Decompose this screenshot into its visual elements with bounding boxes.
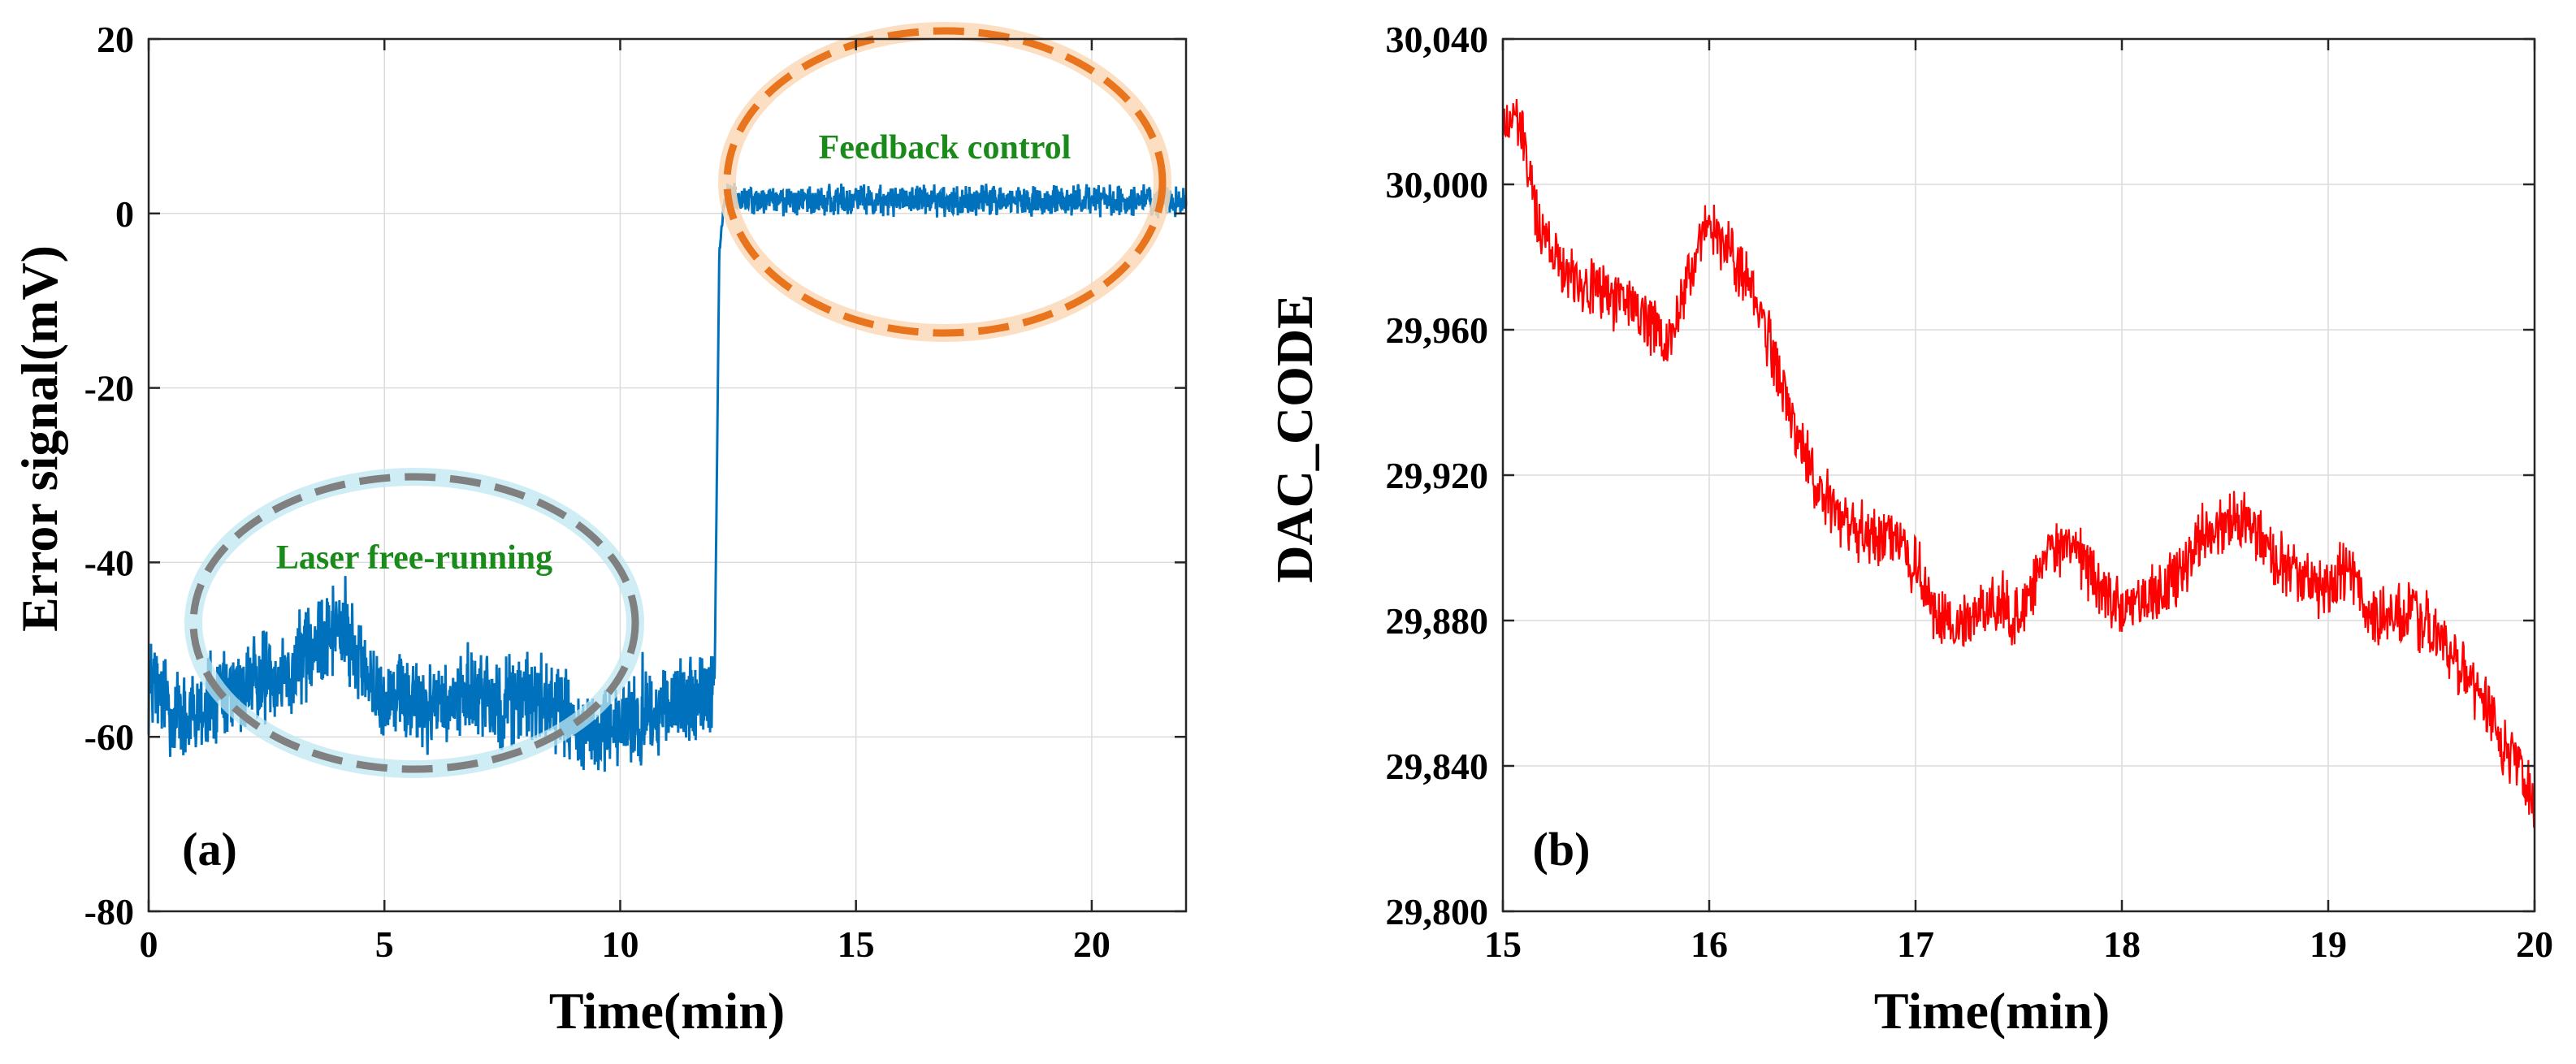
panel-a-error-signal-line [147,183,1188,772]
panel-a-x-tick-label: 15 [838,923,875,965]
panel-b-y-tick-label: 29,800 [1386,891,1489,932]
panel-a-y-tick-label: 20 [97,19,134,60]
panel-a-x-tick-label: 5 [375,923,394,965]
panel-b-y-tick-label: 30,000 [1386,164,1489,205]
panel-b-y-tick-label: 29,840 [1386,746,1489,787]
panel-a-free-running-ellipse [189,473,639,773]
panel-a-y-tick-label: 0 [115,193,134,235]
panel-a-feedback-ellipse-glow [718,22,1171,342]
panel-b-x-tick-label: 19 [2310,923,2347,965]
panel-b-x-axis-label: Time(min) [1874,982,2110,1040]
panel-a-y-tick-label: -40 [84,542,134,583]
panel-a-x-tick-label: 0 [140,923,158,965]
panel-a-axes-frame [147,37,1188,913]
panel-a-grid [148,38,1186,912]
panel-a-x-tick-label: 10 [601,923,639,965]
panel-a-y-tick-label: -60 [84,716,134,758]
panel-b-grid [1502,38,2535,912]
panel-a-y-tick-label: -80 [84,891,134,932]
panel-a-x-axis-label: Time(min) [549,982,785,1040]
panel-b-ticks: 15 16 17 18 19 20 30,040 30,000 29,960 29,920 29,8… [1386,19,2554,965]
panel-a-y-axis-label: Error signal(mV) [11,245,68,632]
panel-b: 15 16 17 18 19 20 30,040 30,000 29,960 29,920 29,8… [1266,19,2553,1040]
panel-b-x-tick-label: 16 [1691,923,1728,965]
panel-a-label: (a) [182,823,237,876]
panel-b-x-tick-label: 20 [2516,923,2553,965]
panel-b-y-tick-label: 29,880 [1386,600,1489,642]
panel-a-y-tick-label: -20 [84,368,134,409]
panel-b-x-tick-label: 15 [1484,923,1522,965]
panel-a-feedback-ellipse [723,27,1167,337]
panel-a: Laser free-running Feedback control 0 5 10… [11,19,1188,1040]
panel-b-y-tick-label: 29,920 [1386,455,1489,496]
panel-b-x-tick-label: 18 [2103,923,2141,965]
panel-a-ticks: 0 5 10 15 20 20 0 -20 -40 -60 -80 [84,19,1186,965]
panel-a-annotation-free-running: Laser free-running [276,539,552,577]
panel-a-x-tick-label: 20 [1073,923,1110,965]
panel-b-y-axis-label: DAC_CODE [1266,294,1323,583]
panel-b-dac-code-line [1501,98,2536,828]
panel-a-annotation-feedback: Feedback control [819,129,1072,167]
panel-b-label: (b) [1533,823,1591,876]
panel-b-y-tick-label: 30,040 [1386,19,1489,60]
panel-b-x-tick-label: 17 [1897,923,1934,965]
panel-b-y-tick-label: 29,960 [1386,309,1489,351]
